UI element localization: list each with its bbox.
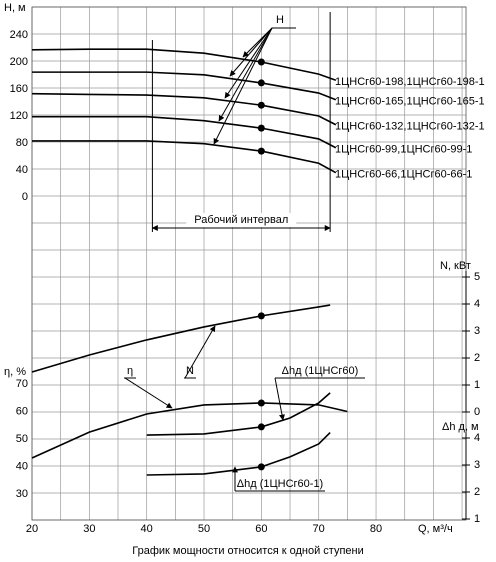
series-label: 1ЦНСг60-198,1ЦНСг60-198-1 <box>335 76 485 88</box>
y-tick-label: 120 <box>10 110 28 122</box>
y-tick-label: 1 <box>474 379 480 391</box>
y-tick-label: 4 <box>474 298 480 310</box>
y-axis-label: N, кВт <box>440 260 471 272</box>
x-tick-label: 20 <box>26 523 38 535</box>
y-tick-label: 60 <box>16 405 28 417</box>
leader-line <box>124 377 173 409</box>
x-tick-label: 60 <box>255 523 267 535</box>
leader-line <box>274 377 285 421</box>
operating-point <box>257 399 265 407</box>
curve <box>146 392 331 436</box>
operating-point <box>257 147 265 155</box>
series-label: η <box>127 365 133 377</box>
x-tick-label: 40 <box>141 523 153 535</box>
y-axis-label: η, % <box>4 366 26 378</box>
annotation-arrow <box>224 27 273 99</box>
series-label: Δhд (1ЦНСг60-1) <box>237 478 323 490</box>
series-label: N <box>186 365 194 377</box>
series-label: Δhд (1ЦНСг60) <box>282 365 359 377</box>
grid <box>31 6 466 521</box>
curve <box>31 402 348 459</box>
x-axis-label: Q, м³/ч <box>418 523 453 535</box>
footer: График мощности относится к одной ступен… <box>132 545 364 557</box>
x-tick-label: 30 <box>83 523 95 535</box>
series-label: 1ЦНСг60-132,1ЦНСг60-132-1 <box>335 121 485 133</box>
annotation-arrow <box>229 27 273 77</box>
annotation: H <box>276 14 284 26</box>
y-tick-label: 30 <box>16 488 28 500</box>
y-tick-label: 0 <box>22 191 28 203</box>
y-tick-label: 80 <box>16 137 28 149</box>
x-tick-label: 70 <box>313 523 325 535</box>
curve <box>31 304 331 373</box>
series-label: 1ЦНСг60-66,1ЦНСг60-66-1 <box>335 169 472 181</box>
curve <box>31 92 337 126</box>
y-tick-label: 40 <box>16 164 28 176</box>
y-axis-label: H, м <box>4 2 26 14</box>
y-tick-label: 4 <box>474 432 480 444</box>
curve <box>31 48 337 81</box>
y-tick-label: 1 <box>474 513 480 525</box>
operating-point <box>257 124 265 132</box>
y-tick-label: 3 <box>474 459 480 471</box>
interval-label: Рабочий интервал <box>194 214 288 226</box>
operating-point <box>257 58 265 66</box>
curve <box>32 115 337 149</box>
y-tick-label: 2 <box>474 352 480 364</box>
annotation-arrow <box>213 27 273 145</box>
y-tick-label: 50 <box>16 433 28 445</box>
y-tick-label: 5 <box>474 271 480 283</box>
y-tick-label: 2 <box>474 486 480 498</box>
series-label: 1ЦНСг60-99,1ЦНСг60-99-1 <box>335 144 472 156</box>
operating-point <box>257 79 265 87</box>
y-tick-label: 160 <box>10 83 28 95</box>
operating-point <box>257 463 265 471</box>
interval-label-bg <box>186 213 297 227</box>
plot-frame <box>31 6 467 521</box>
operating-point <box>257 423 265 431</box>
curve <box>32 71 337 101</box>
y-tick-label: 0 <box>474 406 480 418</box>
leader-line <box>184 325 216 379</box>
y-tick-label: 200 <box>10 56 28 68</box>
operating-point <box>257 101 265 109</box>
x-tick-label: 50 <box>198 523 210 535</box>
operating-point <box>257 312 265 320</box>
x-tick-label: 80 <box>370 523 382 535</box>
y-tick-label: 40 <box>16 460 28 472</box>
annotation-arrow <box>218 27 273 122</box>
curve <box>146 432 331 476</box>
y-tick-label: 3 <box>474 325 480 337</box>
series-label: 1ЦНСг60-165,1ЦНСг60-165-1 <box>335 96 485 108</box>
y-tick-label: 70 <box>16 378 28 390</box>
y-tick-label: 240 <box>10 29 28 41</box>
y-axis-label: Δh д, м <box>442 421 479 433</box>
curve <box>32 140 337 174</box>
